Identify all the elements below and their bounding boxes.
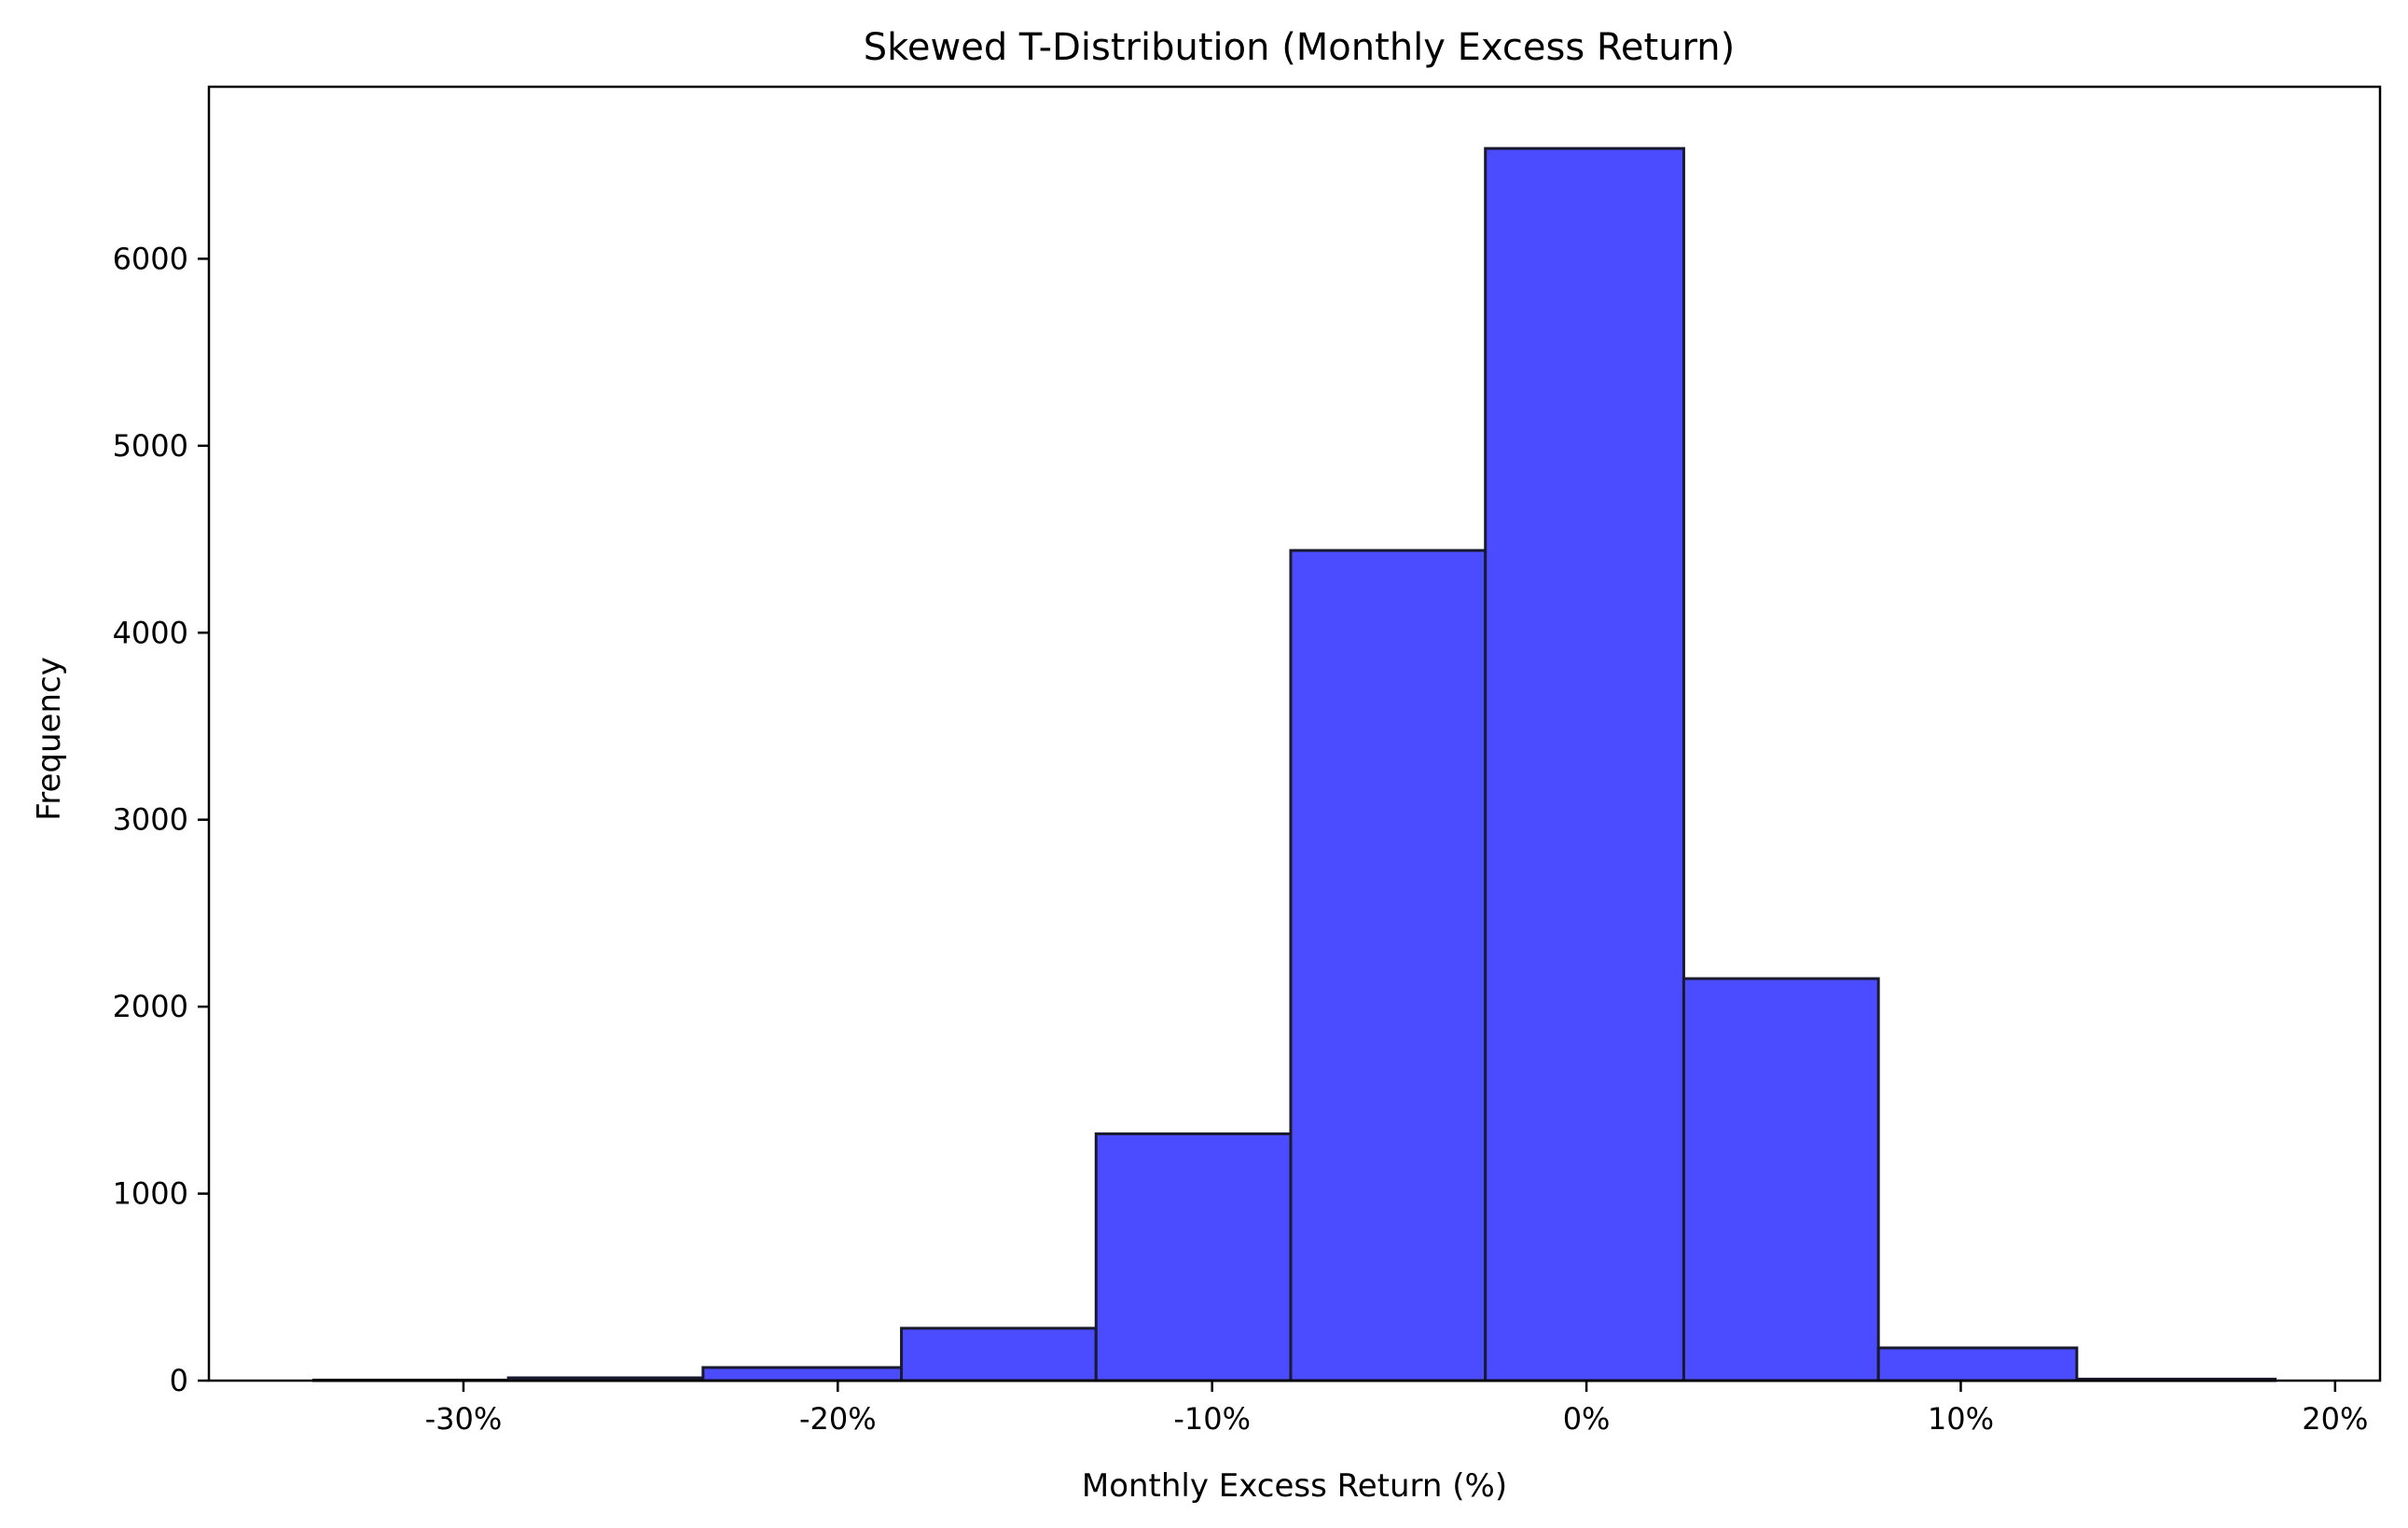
histogram-bar bbox=[1289, 549, 1488, 1382]
x-axis-label: Monthly Excess Return (%) bbox=[1082, 1467, 1507, 1505]
y-tick-label: 4000 bbox=[113, 615, 188, 650]
x-axis: -30% -20% -10% 0% 10% 20% bbox=[425, 1381, 2368, 1437]
histogram-bar bbox=[701, 1366, 904, 1382]
x-tick-label: 10% bbox=[1928, 1401, 1994, 1437]
x-tick-label: -20% bbox=[799, 1401, 877, 1437]
histogram-bar bbox=[1681, 977, 1880, 1382]
y-tick-label: 1000 bbox=[113, 1176, 188, 1212]
y-axis: 0 1000 2000 3000 4000 5000 6000 bbox=[113, 241, 209, 1398]
y-tick-label: 3000 bbox=[113, 802, 188, 838]
y-tick-label: 6000 bbox=[113, 241, 188, 276]
y-tick-label: 5000 bbox=[113, 428, 188, 464]
histogram-bar bbox=[1484, 146, 1685, 1382]
histogram-bar bbox=[1876, 1346, 2079, 1382]
bars-group bbox=[311, 146, 2277, 1382]
plot-frame bbox=[207, 85, 2382, 1382]
x-tick-label: 0% bbox=[1563, 1401, 1611, 1437]
chart-title: Skewed T-Distribution (Monthly Excess Re… bbox=[864, 26, 1736, 69]
x-tick-label: 20% bbox=[2302, 1401, 2368, 1437]
y-axis-label: Frequency bbox=[31, 657, 68, 821]
histogram-bar bbox=[1094, 1132, 1293, 1382]
y-tick-label: 0 bbox=[170, 1363, 188, 1398]
x-tick-label: -10% bbox=[1173, 1401, 1251, 1437]
y-tick-label: 2000 bbox=[113, 989, 188, 1024]
histogram-bar bbox=[900, 1327, 1098, 1382]
x-tick-label: -30% bbox=[425, 1401, 503, 1437]
